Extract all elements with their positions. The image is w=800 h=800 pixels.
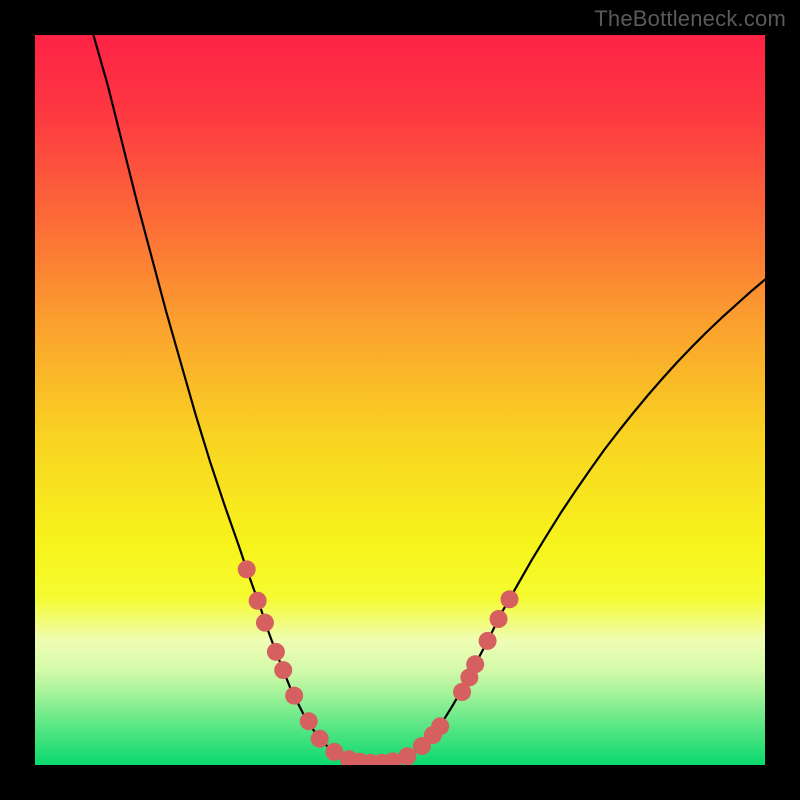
data-marker	[256, 614, 274, 632]
data-marker	[274, 661, 292, 679]
data-marker	[479, 632, 497, 650]
data-marker	[285, 687, 303, 705]
data-marker	[431, 717, 449, 735]
chart-frame: TheBottleneck.com	[0, 0, 800, 800]
data-marker	[267, 643, 285, 661]
data-marker	[238, 560, 256, 578]
plot-svg	[35, 35, 765, 765]
data-marker	[501, 590, 519, 608]
gradient-background	[35, 35, 765, 765]
data-marker	[490, 610, 508, 628]
data-marker	[311, 730, 329, 748]
data-marker	[398, 747, 416, 765]
data-marker	[466, 655, 484, 673]
data-marker	[300, 712, 318, 730]
data-marker	[249, 592, 267, 610]
watermark-text: TheBottleneck.com	[594, 6, 786, 32]
plot-area	[35, 35, 765, 765]
